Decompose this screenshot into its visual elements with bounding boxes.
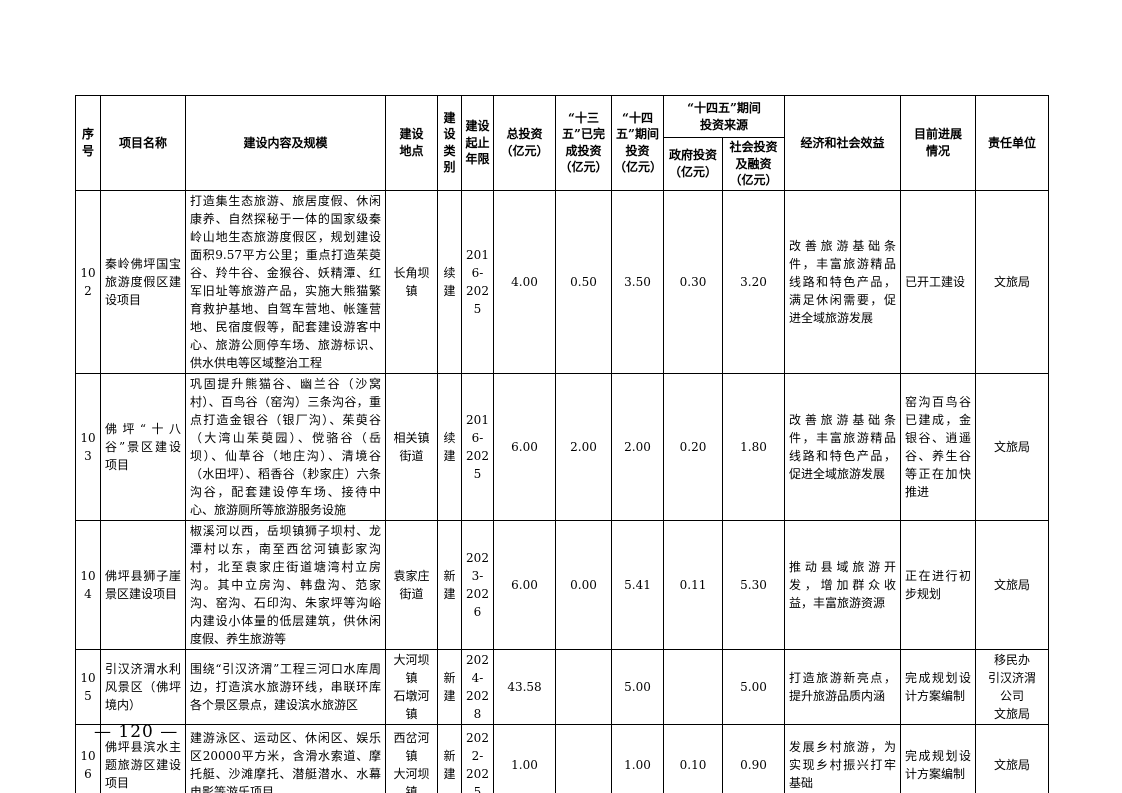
- cell-benefit: 改善旅游基础条件，丰富旅游精品线路和特色产品，促进全域旅游发展: [784, 372, 901, 521]
- cell-content: 围绕“引汉济渭”工程三河口水库周边，打造滨水旅游环线，串联环库各个景区景点，建设…: [185, 648, 386, 725]
- cell-benefit: 推动县域旅游开发，增加群众收益，丰富旅游资源: [784, 519, 901, 650]
- cell-category: 新建: [437, 648, 462, 725]
- cell-content: 巩固提升熊猫谷、幽兰谷（沙窝村）、百鸟谷（窑沟）三条沟谷，重点打造金银谷（银厂沟…: [185, 372, 386, 521]
- cell-unit: 移民办 引汉济渭 公司 文旅局: [975, 648, 1049, 725]
- header-project-name: 项目名称: [100, 95, 186, 191]
- cell-name: 引汉济渭水利风景区（佛坪境内）: [100, 648, 186, 725]
- cell-unit: 文旅局: [975, 723, 1049, 793]
- cell-gov: 0.10: [663, 723, 723, 793]
- cell-content: 椒溪河以西，岳坝镇狮子坝村、龙潭村以东，南至西岔河镇彭家沟村，北至袁家庄街道塘湾…: [185, 519, 386, 650]
- project-table: 序号 项目名称 建设内容及规模 建设 地点 建设类别 建设 起止 年限 总投资 …: [75, 95, 1049, 793]
- cell-social: 0.90: [722, 723, 785, 793]
- cell-progress: 已开工建设: [900, 189, 976, 374]
- cell-completed_13th: 0.50: [555, 189, 612, 374]
- cell-unit: 文旅局: [975, 372, 1049, 521]
- table-header: 序号 项目名称 建设内容及规模 建设 地点 建设类别 建设 起止 年限 总投资 …: [75, 95, 1049, 191]
- header-progress: 目前进展 情况: [900, 95, 976, 191]
- header-category: 建设类别: [437, 95, 462, 191]
- cell-invest_14th: 5.00: [611, 648, 664, 725]
- cell-invest_14th: 2.00: [611, 372, 664, 521]
- cell-no: 106: [75, 723, 101, 793]
- cell-years: 2022- 2025: [461, 723, 494, 793]
- cell-location: 大河坝镇 石墩河镇: [385, 648, 438, 725]
- cell-completed_13th: [555, 648, 612, 725]
- header-13th-completed: “十三五”已完成投资（亿元）: [555, 95, 612, 191]
- cell-years: 2016- 2025: [461, 372, 494, 521]
- header-responsible-unit: 责任单位: [975, 95, 1049, 191]
- cell-invest_14th: 1.00: [611, 723, 664, 793]
- header-social-investment: 社会投资及融资（亿元）: [722, 137, 785, 191]
- cell-content: 打造集生态旅游、旅居度假、休闲康养、自然探秘于一体的国家级秦岭山地生态旅游度假区…: [185, 189, 386, 374]
- table-body: 102 秦岭佛坪国宝旅游度假区建设项目 打造集生态旅游、旅居度假、休闲康养、自然探秘…: [75, 189, 1049, 793]
- cell-total: 43.58: [493, 648, 556, 725]
- cell-social: 5.00: [722, 648, 785, 725]
- cell-category: 新建: [437, 519, 462, 650]
- cell-social: 1.80: [722, 372, 785, 521]
- cell-no: 102: [75, 189, 101, 374]
- cell-location: 相关镇 街道: [385, 372, 438, 521]
- header-gov-investment: 政府投资（亿元）: [663, 137, 723, 191]
- cell-years: 2024- 2028: [461, 648, 494, 725]
- table-row: 102 秦岭佛坪国宝旅游度假区建设项目 打造集生态旅游、旅居度假、休闲康养、自然探秘…: [75, 189, 1049, 374]
- cell-social: 3.20: [722, 189, 785, 374]
- header-location: 建设 地点: [385, 95, 438, 191]
- cell-total: 6.00: [493, 372, 556, 521]
- cell-unit: 文旅局: [975, 519, 1049, 650]
- cell-name: 秦岭佛坪国宝旅游度假区建设项目: [100, 189, 186, 374]
- table-row: 106 佛坪县滨水主题旅游区建设项目 建游泳区、运动区、休闲区、娱乐区20000平方…: [75, 723, 1049, 793]
- cell-location: 袁家庄 街道: [385, 519, 438, 650]
- cell-no: 104: [75, 519, 101, 650]
- cell-gov: 0.20: [663, 372, 723, 521]
- cell-no: 105: [75, 648, 101, 725]
- cell-benefit: 改善旅游基础条件，丰富旅游精品线路和特色产品，满足休闲需要，促进全域旅游发展: [784, 189, 901, 374]
- page-number: — 120 —: [94, 722, 179, 742]
- table-row: 104 佛坪县狮子崖景区建设项目 椒溪河以西，岳坝镇狮子坝村、龙潭村以东，南至西岔河…: [75, 519, 1049, 650]
- cell-content: 建游泳区、运动区、休闲区、娱乐区20000平方米，含滑水索道、摩托艇、沙滩摩托、…: [185, 723, 386, 793]
- cell-progress: 完成规划设计方案编制: [900, 648, 976, 725]
- cell-name: 佛坪县狮子崖景区建设项目: [100, 519, 186, 650]
- table-row: 105 引汉济渭水利风景区（佛坪境内） 围绕“引汉济渭”工程三河口水库周边，打造滨水…: [75, 648, 1049, 725]
- cell-name: 佛坪“十八谷”景区建设项目: [100, 372, 186, 521]
- cell-location: 长角坝镇: [385, 189, 438, 374]
- cell-total: 1.00: [493, 723, 556, 793]
- header-total-investment: 总投资 （亿元）: [493, 95, 556, 191]
- cell-benefit: 打造旅游新亮点，提升旅游品质内涵: [784, 648, 901, 725]
- header-serial-no: 序号: [75, 95, 101, 191]
- cell-no: 103: [75, 372, 101, 521]
- cell-location: 西岔河镇 大河坝镇: [385, 723, 438, 793]
- header-benefit: 经济和社会效益: [784, 95, 901, 191]
- cell-completed_13th: [555, 723, 612, 793]
- cell-social: 5.30: [722, 519, 785, 650]
- header-14th-investment: “十四五”期间投资（亿元）: [611, 95, 664, 191]
- table-row: 103 佛坪“十八谷”景区建设项目 巩固提升熊猫谷、幽兰谷（沙窝村）、百鸟谷（窑沟）…: [75, 372, 1049, 521]
- cell-progress: 正在进行初步规划: [900, 519, 976, 650]
- cell-total: 6.00: [493, 519, 556, 650]
- cell-name: 佛坪县滨水主题旅游区建设项目: [100, 723, 186, 793]
- cell-completed_13th: 2.00: [555, 372, 612, 521]
- header-construction-content: 建设内容及规模: [185, 95, 386, 191]
- header-years: 建设 起止 年限: [461, 95, 494, 191]
- cell-unit: 文旅局: [975, 189, 1049, 374]
- cell-category: 续建: [437, 189, 462, 374]
- cell-gov: 0.11: [663, 519, 723, 650]
- cell-completed_13th: 0.00: [555, 519, 612, 650]
- cell-invest_14th: 3.50: [611, 189, 664, 374]
- cell-years: 2016- 2025: [461, 189, 494, 374]
- cell-category: 新建: [437, 723, 462, 793]
- cell-benefit: 发展乡村旅游，为实现乡村振兴打牢基础: [784, 723, 901, 793]
- cell-invest_14th: 5.41: [611, 519, 664, 650]
- cell-years: 2023- 2026: [461, 519, 494, 650]
- cell-gov: [663, 648, 723, 725]
- header-investment-source-group: “十四五”期间 投资来源: [663, 95, 785, 138]
- cell-category: 续建: [437, 372, 462, 521]
- cell-total: 4.00: [493, 189, 556, 374]
- cell-progress: 窑沟百鸟谷已建成，金银谷、逍遥谷、养生谷等正在加快推进: [900, 372, 976, 521]
- cell-progress: 完成规划设计方案编制: [900, 723, 976, 793]
- cell-gov: 0.30: [663, 189, 723, 374]
